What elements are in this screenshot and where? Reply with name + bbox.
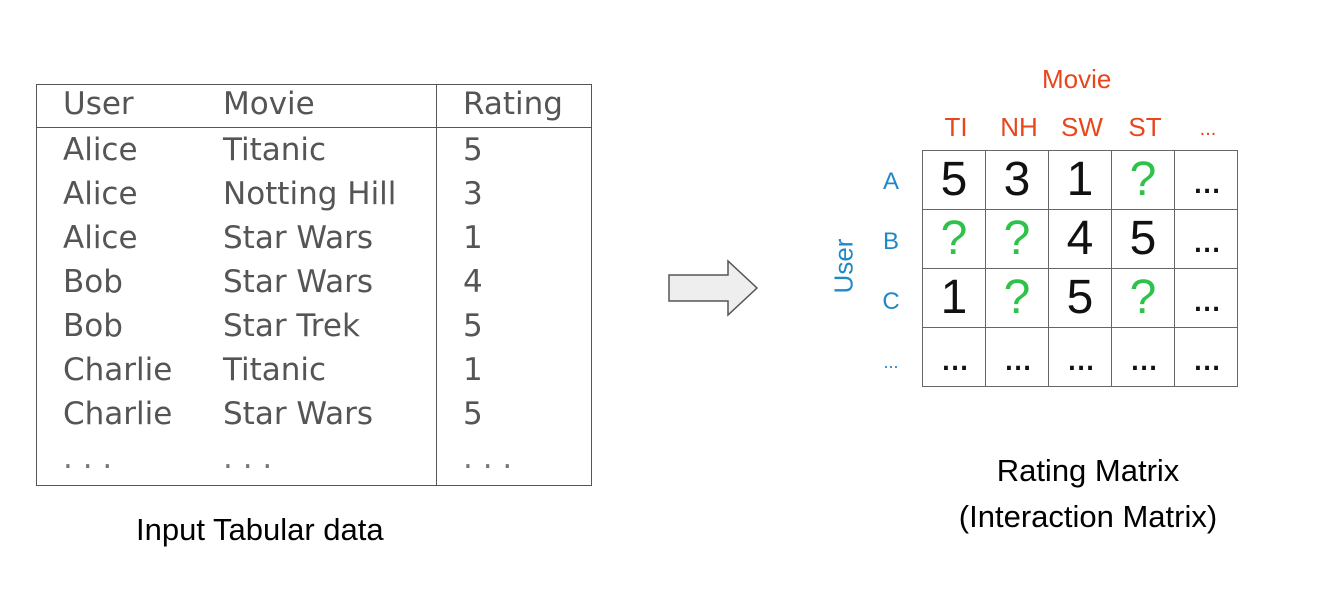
header-movie: Movie xyxy=(223,86,315,122)
matrix-cell-ellipsis: ... xyxy=(1174,209,1238,269)
row-movie: Titanic xyxy=(223,352,327,388)
matrix-cell-ellipsis: ... xyxy=(1048,327,1112,387)
column-header-st: ST xyxy=(1128,112,1162,142)
matrix-cell: 5 xyxy=(1048,268,1112,328)
matrix-cell-ellipsis: ... xyxy=(1111,327,1175,387)
row-rating: 3 xyxy=(463,176,483,212)
matrix-cell: 1 xyxy=(922,268,986,328)
header-rating: Rating xyxy=(463,86,563,122)
right-arrow-icon xyxy=(668,259,759,317)
matrix-cell-unknown: ? xyxy=(922,209,986,269)
rating-matrix: 5 3 1 ? ... ? ? 4 5 ... 1 ? 5 ? ... ... … xyxy=(922,150,1238,387)
matrix-cell-ellipsis: ... xyxy=(1174,268,1238,328)
matrix-cell: 1 xyxy=(1048,150,1112,210)
row-header-a: A xyxy=(882,168,899,195)
matrix-row-b: ? ? 4 5 ... xyxy=(922,209,1238,269)
input-table-caption: Input Tabular data xyxy=(136,512,384,547)
matrix-cell-unknown: ? xyxy=(1111,150,1175,210)
row-rating-ellipsis: . . . xyxy=(463,440,513,476)
matrix-row-ellipsis: ... ... ... ... ... xyxy=(922,327,1238,387)
column-header-ellipsis: ... xyxy=(1199,118,1217,140)
matrix-caption: Rating Matrix (Interaction Matrix) xyxy=(900,448,1276,540)
matrix-cell-unknown: ? xyxy=(985,209,1049,269)
row-header-b: B xyxy=(882,228,899,255)
matrix-cell: 3 xyxy=(985,150,1049,210)
matrix-cell: 5 xyxy=(922,150,986,210)
matrix-cell-ellipsis: ... xyxy=(1174,327,1238,387)
row-rating: 4 xyxy=(463,264,483,300)
matrix-row-c: 1 ? 5 ? ... xyxy=(922,268,1238,328)
column-header-nh: NH xyxy=(1000,112,1038,142)
matrix-row-a: 5 3 1 ? ... xyxy=(922,150,1238,210)
matrix-cell: 4 xyxy=(1048,209,1112,269)
row-user: Alice xyxy=(63,176,138,212)
row-user: Alice xyxy=(63,132,138,168)
row-rating: 5 xyxy=(463,308,483,344)
matrix-caption-line2: (Interaction Matrix) xyxy=(958,499,1218,534)
row-header-ellipsis: ... xyxy=(883,352,899,372)
row-rating: 1 xyxy=(463,220,483,256)
row-movie: Star Wars xyxy=(223,220,373,256)
table-column-divider xyxy=(436,85,437,485)
column-header-ti: TI xyxy=(944,112,968,142)
row-movie: Star Trek xyxy=(223,308,360,344)
row-rating: 1 xyxy=(463,352,483,388)
column-header-sw: SW xyxy=(1061,112,1103,142)
row-user-ellipsis: . . . xyxy=(63,440,113,476)
row-movie: Star Wars xyxy=(223,396,373,432)
row-user: Bob xyxy=(63,264,123,300)
matrix-cell-unknown: ? xyxy=(985,268,1049,328)
matrix-caption-line1: Rating Matrix xyxy=(996,453,1180,488)
row-movie-ellipsis: . . . xyxy=(223,440,273,476)
matrix-cell: 5 xyxy=(1111,209,1175,269)
row-movie: Star Wars xyxy=(223,264,373,300)
matrix-cell-unknown: ? xyxy=(1111,268,1175,328)
table-header-divider xyxy=(37,127,591,128)
movie-axis-title: Movie xyxy=(1042,64,1112,94)
row-movie: Titanic xyxy=(223,132,327,168)
input-tabular-table: User Movie Rating Alice Titanic 5 Alice … xyxy=(36,84,592,486)
row-user: Charlie xyxy=(63,352,173,388)
user-axis-title: User xyxy=(828,238,859,294)
row-rating: 5 xyxy=(463,132,483,168)
row-header-c: C xyxy=(882,288,900,315)
header-user: User xyxy=(63,86,134,122)
row-rating: 5 xyxy=(463,396,483,432)
row-movie: Notting Hill xyxy=(223,176,397,212)
row-user: Alice xyxy=(63,220,138,256)
row-user: Bob xyxy=(63,308,123,344)
matrix-cell-ellipsis: ... xyxy=(985,327,1049,387)
matrix-cell-ellipsis: ... xyxy=(1174,150,1238,210)
row-user: Charlie xyxy=(63,396,173,432)
matrix-cell-ellipsis: ... xyxy=(922,327,986,387)
